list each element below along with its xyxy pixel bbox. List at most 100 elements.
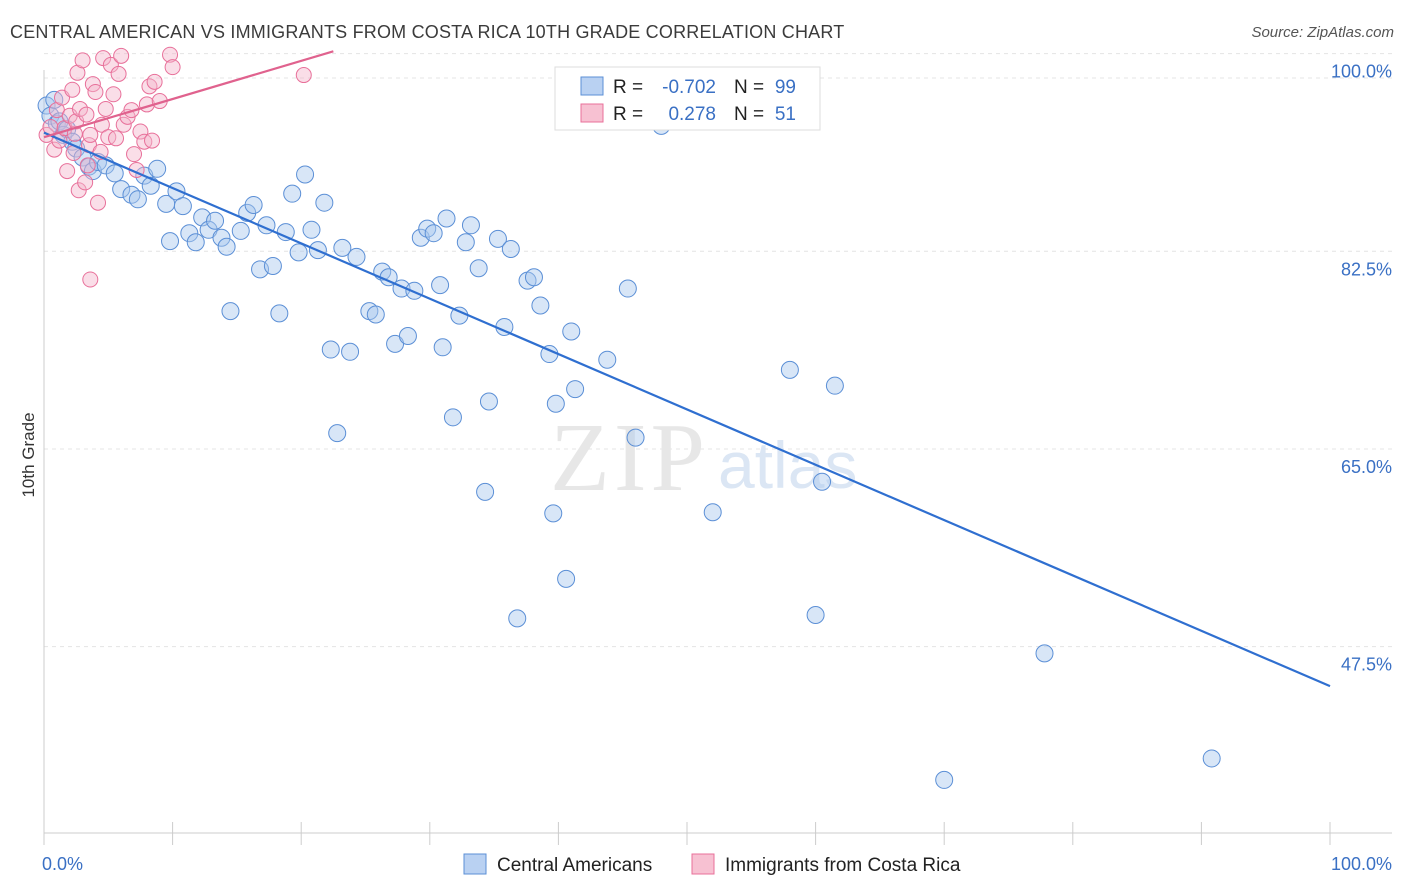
data-point-central-american bbox=[328, 424, 347, 443]
source-label: Source: ZipAtlas.com bbox=[1251, 24, 1394, 41]
legend-r-label-2: R = bbox=[613, 104, 643, 125]
data-point-central-american bbox=[1035, 644, 1054, 663]
legend-r-value-1: -0.702 bbox=[662, 77, 716, 98]
data-point-central-american bbox=[112, 180, 131, 199]
data-point-central-american bbox=[562, 322, 581, 341]
data-point-central-american bbox=[469, 259, 488, 278]
data-point-central-american bbox=[347, 247, 366, 266]
data-point-central-american bbox=[296, 165, 315, 184]
chart-title: CENTRAL AMERICAN VS IMMIGRANTS FROM COST… bbox=[10, 22, 845, 42]
data-point-central-american bbox=[557, 569, 576, 588]
data-point-central-american bbox=[1202, 749, 1221, 768]
bottom-legend-label-pink: Immigrants from Costa Rica bbox=[725, 855, 961, 876]
legend-r-label-1: R = bbox=[613, 77, 643, 98]
data-point-central-american bbox=[186, 233, 205, 252]
data-point-costa-rica bbox=[141, 78, 158, 95]
data-point-central-american bbox=[315, 193, 334, 212]
data-point-central-american bbox=[141, 176, 160, 195]
data-point-central-american bbox=[433, 338, 452, 357]
legend-n-label-1: N = bbox=[734, 77, 764, 98]
data-point-central-american bbox=[333, 238, 352, 257]
data-point-central-american bbox=[217, 237, 236, 256]
series-legend: Central Americans Immigrants from Costa … bbox=[463, 853, 961, 876]
data-point-costa-rica bbox=[108, 130, 125, 147]
legend-n-value-2: 51 bbox=[775, 104, 796, 125]
legend-n-value-1: 99 bbox=[775, 77, 796, 98]
data-point-central-american bbox=[531, 296, 550, 315]
bottom-legend-label-blue: Central Americans bbox=[497, 855, 652, 876]
data-point-central-american bbox=[276, 223, 295, 242]
data-point-central-american bbox=[524, 268, 543, 287]
data-point-central-american bbox=[476, 482, 495, 501]
data-point-central-american bbox=[598, 350, 617, 369]
data-point-central-american bbox=[206, 211, 225, 230]
data-point-central-american bbox=[148, 159, 167, 178]
y-tick-labels: 47.5% 65.0% 82.5% 100.0% bbox=[1331, 62, 1392, 675]
data-point-central-american bbox=[122, 185, 141, 204]
data-point-central-american bbox=[386, 334, 405, 353]
y-tick-label: 100.0% bbox=[1331, 62, 1392, 82]
data-point-costa-rica bbox=[105, 86, 122, 103]
data-point-costa-rica bbox=[164, 59, 181, 76]
data-point-costa-rica bbox=[90, 194, 107, 211]
data-point-central-american bbox=[161, 232, 180, 251]
data-point-central-american bbox=[479, 392, 498, 411]
data-point-central-american bbox=[283, 184, 302, 203]
data-point-central-american bbox=[289, 243, 308, 262]
bottom-legend-swatch-blue bbox=[463, 853, 487, 875]
data-point-central-american bbox=[128, 190, 147, 209]
data-point-central-american bbox=[263, 256, 282, 275]
y-tick-label: 47.5% bbox=[1341, 655, 1392, 675]
data-point-costa-rica bbox=[126, 146, 143, 163]
data-point-costa-rica bbox=[77, 174, 94, 191]
data-point-central-american bbox=[173, 197, 192, 216]
data-point-central-american bbox=[813, 472, 832, 491]
trend-lines bbox=[43, 50, 1331, 688]
x-tick-label-max: 100.0% bbox=[1331, 854, 1392, 874]
data-point-central-american bbox=[199, 220, 218, 239]
data-point-central-american bbox=[825, 376, 844, 395]
data-point-costa-rica bbox=[72, 100, 89, 117]
data-point-central-american bbox=[231, 221, 250, 240]
series-central-americans bbox=[37, 90, 1221, 789]
stats-legend: R = -0.702 N = 99 R = 0.278 N = 51 bbox=[554, 66, 821, 131]
data-point-costa-rica bbox=[78, 106, 95, 123]
legend-r-value-2: 0.278 bbox=[668, 104, 716, 125]
data-point-costa-rica bbox=[295, 67, 312, 84]
data-point-central-american bbox=[105, 164, 124, 183]
trend-line-central-americans bbox=[43, 131, 1331, 688]
data-point-central-american bbox=[366, 305, 385, 324]
data-point-costa-rica bbox=[87, 83, 104, 100]
data-point-central-american bbox=[626, 428, 645, 447]
data-point-central-american bbox=[180, 224, 199, 243]
watermark-zip: ZIP bbox=[550, 404, 709, 512]
data-point-costa-rica bbox=[115, 116, 132, 133]
data-point-central-american bbox=[488, 229, 507, 248]
data-point-costa-rica bbox=[64, 81, 81, 98]
data-point-central-american bbox=[302, 220, 321, 239]
data-point-central-american bbox=[321, 340, 340, 359]
data-point-costa-rica bbox=[113, 47, 130, 64]
legend-swatch-blue bbox=[580, 76, 604, 96]
data-point-costa-rica bbox=[74, 52, 91, 69]
data-point-central-american bbox=[461, 216, 480, 235]
gridlines bbox=[44, 53, 1392, 648]
data-point-costa-rica bbox=[59, 163, 76, 180]
legend-swatch-pink bbox=[580, 103, 604, 123]
data-point-central-american bbox=[437, 209, 456, 228]
data-point-central-american bbox=[618, 279, 637, 298]
data-point-central-american bbox=[566, 380, 585, 399]
data-point-central-american bbox=[221, 302, 240, 321]
data-point-costa-rica bbox=[79, 157, 96, 174]
x-axis-ticks bbox=[43, 822, 1331, 845]
bottom-legend-swatch-pink bbox=[691, 853, 715, 875]
data-point-central-american bbox=[501, 240, 520, 259]
data-point-central-american bbox=[806, 605, 825, 624]
data-point-central-american bbox=[418, 219, 437, 238]
data-point-central-american bbox=[935, 770, 954, 789]
data-point-costa-rica bbox=[82, 271, 99, 288]
y-tick-label: 82.5% bbox=[1341, 259, 1392, 279]
data-point-central-american bbox=[270, 304, 289, 323]
data-point-central-american bbox=[341, 342, 360, 361]
data-point-central-american bbox=[244, 195, 263, 214]
